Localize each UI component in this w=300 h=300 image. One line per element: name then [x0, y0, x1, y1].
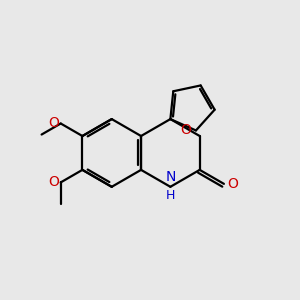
Text: H: H — [166, 189, 175, 202]
Text: O: O — [48, 116, 59, 130]
Text: O: O — [227, 177, 238, 191]
Text: O: O — [181, 124, 191, 137]
Text: N: N — [165, 170, 176, 184]
Text: O: O — [48, 176, 59, 189]
